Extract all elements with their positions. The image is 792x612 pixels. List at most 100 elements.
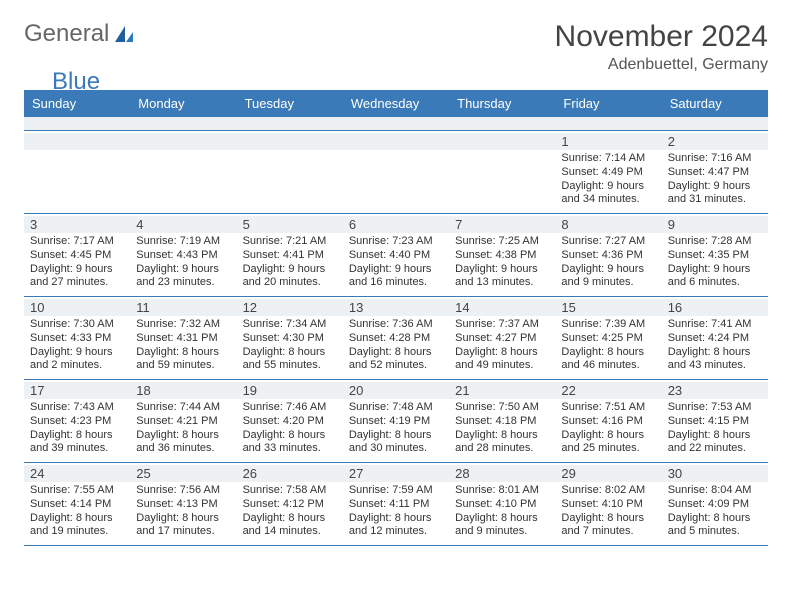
sail-icon: [113, 24, 135, 44]
sunrise-line: Sunrise: 7:16 AM: [668, 152, 762, 166]
sunrise-line: Sunrise: 7:51 AM: [561, 401, 655, 415]
sunset-line: Sunset: 4:18 PM: [455, 415, 549, 429]
day-number: 6: [343, 216, 449, 233]
day-cell: 11 Sunrise: 7:32 AMSunset: 4:31 PMDayligh…: [130, 297, 236, 379]
daylight-line: Daylight: 8 hours and 39 minutes.: [30, 429, 124, 457]
sunset-line: Sunset: 4:31 PM: [136, 332, 230, 346]
sunrise-line: Sunrise: 7:55 AM: [30, 484, 124, 498]
day-cell: [343, 131, 449, 213]
sunset-line: Sunset: 4:11 PM: [349, 498, 443, 512]
day-number: 17: [24, 382, 130, 399]
day-cell: 4Sunrise: 7:19 AMSunset: 4:43 PMDaylight…: [130, 214, 236, 296]
day-cell: 12Sunrise: 7:34 AMSunset: 4:30 PMDayligh…: [237, 297, 343, 379]
sunrise-line: Sunrise: 7:53 AM: [668, 401, 762, 415]
sunset-line: Sunset: 4:14 PM: [30, 498, 124, 512]
day-number: 4: [130, 216, 236, 233]
week-row: 17Sunrise: 7:43 AMSunset: 4:23 PMDayligh…: [24, 380, 768, 463]
day-cell: 29Sunrise: 8:02 AMSunset: 4:10 PMDayligh…: [555, 463, 661, 545]
month-title: November 2024: [555, 20, 768, 54]
sunset-line: Sunset: 4:33 PM: [30, 332, 124, 346]
day-cell: 28Sunrise: 8:01 AMSunset: 4:10 PMDayligh…: [449, 463, 555, 545]
day-cell: 30Sunrise: 8:04 AMSunset: 4:09 PMDayligh…: [662, 463, 768, 545]
sunset-line: Sunset: 4:12 PM: [243, 498, 337, 512]
daylight-line: Daylight: 8 hours and 43 minutes.: [668, 346, 762, 374]
sunset-line: Sunset: 4:45 PM: [30, 249, 124, 263]
sunset-line: Sunset: 4:28 PM: [349, 332, 443, 346]
day-number: 11: [130, 299, 236, 316]
sunset-line: Sunset: 4:40 PM: [349, 249, 443, 263]
day-cell: 24Sunrise: 7:55 AMSunset: 4:14 PMDayligh…: [24, 463, 130, 545]
day-number: [343, 133, 449, 150]
day-number: 14: [449, 299, 555, 316]
day-number: 7: [449, 216, 555, 233]
sunset-line: Sunset: 4:24 PM: [668, 332, 762, 346]
sunset-line: Sunset: 4:27 PM: [455, 332, 549, 346]
sunset-line: Sunset: 4:09 PM: [668, 498, 762, 512]
week-row: 3Sunrise: 7:17 AMSunset: 4:45 PMDaylight…: [24, 214, 768, 297]
day-number: 30: [662, 465, 768, 482]
sunset-line: Sunset: 4:25 PM: [561, 332, 655, 346]
sunrise-line: Sunrise: 7:27 AM: [561, 235, 655, 249]
logo-text-blue: Blue: [52, 68, 100, 96]
daylight-line: Daylight: 8 hours and 33 minutes.: [243, 429, 337, 457]
day-cell: 8Sunrise: 7:27 AMSunset: 4:36 PMDaylight…: [555, 214, 661, 296]
sunrise-line: Sunrise: 7:17 AM: [30, 235, 124, 249]
day-number: 24: [24, 465, 130, 482]
sunset-line: Sunset: 4:16 PM: [561, 415, 655, 429]
day-cell: 15Sunrise: 7:39 AMSunset: 4:25 PMDayligh…: [555, 297, 661, 379]
title-block: November 2024 Adenbuettel, Germany: [555, 20, 768, 74]
daylight-line: Daylight: 9 hours and 27 minutes.: [30, 263, 124, 291]
day-number: 12: [237, 299, 343, 316]
day-cell: 16 Sunrise: 7:41 AMSunset: 4:24 PMDayligh…: [662, 297, 768, 379]
day-cell: 5Sunrise: 7:21 AMSunset: 4:41 PMDaylight…: [237, 214, 343, 296]
sunrise-line: Sunrise: 7:34 AM: [243, 318, 337, 332]
day-number: 10: [24, 299, 130, 316]
day-cell: 27Sunrise: 7:59 AMSunset: 4:11 PMDayligh…: [343, 463, 449, 545]
sunset-line: Sunset: 4:21 PM: [136, 415, 230, 429]
sunrise-line: Sunrise: 7:36 AM: [349, 318, 443, 332]
day-number: 3: [24, 216, 130, 233]
sunrise-line: Sunrise: 7:46 AM: [243, 401, 337, 415]
sunrise-line: Sunrise: 7:56 AM: [136, 484, 230, 498]
daylight-line: Daylight: 8 hours and 46 minutes.: [561, 346, 655, 374]
day-number: 25: [130, 465, 236, 482]
daylight-line: Daylight: 8 hours and 9 minutes.: [455, 512, 549, 540]
day-cell: 19Sunrise: 7:46 AMSunset: 4:20 PMDayligh…: [237, 380, 343, 462]
daylight-line: Daylight: 9 hours and 6 minutes.: [668, 263, 762, 291]
day-cell: 9Sunrise: 7:28 AMSunset: 4:35 PMDaylight…: [662, 214, 768, 296]
day-number: 2: [662, 133, 768, 150]
daylight-line: Daylight: 8 hours and 52 minutes.: [349, 346, 443, 374]
day-cell: 17Sunrise: 7:43 AMSunset: 4:23 PMDayligh…: [24, 380, 130, 462]
sunrise-line: Sunrise: 7:41 AM: [668, 318, 762, 332]
daylight-line: Daylight: 8 hours and 14 minutes.: [243, 512, 337, 540]
day-number: 19: [237, 382, 343, 399]
day-number: 28: [449, 465, 555, 482]
sunset-line: Sunset: 4:10 PM: [561, 498, 655, 512]
day-cell: [130, 131, 236, 213]
daylight-line: Daylight: 8 hours and 30 minutes.: [349, 429, 443, 457]
sunrise-line: Sunrise: 7:32 AM: [136, 318, 230, 332]
daylight-line: Daylight: 9 hours and 34 minutes.: [561, 180, 655, 208]
day-cell: 26Sunrise: 7:58 AMSunset: 4:12 PMDayligh…: [237, 463, 343, 545]
day-cell: [24, 131, 130, 213]
daylight-line: Daylight: 9 hours and 23 minutes.: [136, 263, 230, 291]
daylight-line: Daylight: 8 hours and 28 minutes.: [455, 429, 549, 457]
day-header-friday: Friday: [555, 90, 661, 117]
daylight-line: Daylight: 9 hours and 20 minutes.: [243, 263, 337, 291]
day-cell: [449, 131, 555, 213]
sunset-line: Sunset: 4:43 PM: [136, 249, 230, 263]
day-number: 26: [237, 465, 343, 482]
day-number: [24, 133, 130, 150]
sunset-line: Sunset: 4:35 PM: [668, 249, 762, 263]
sunrise-line: Sunrise: 7:28 AM: [668, 235, 762, 249]
daylight-line: Daylight: 8 hours and 59 minutes.: [136, 346, 230, 374]
day-number: [130, 133, 236, 150]
day-cell: 2Sunrise: 7:16 AMSunset: 4:47 PMDaylight…: [662, 131, 768, 213]
daylight-line: Daylight: 8 hours and 17 minutes.: [136, 512, 230, 540]
day-number: 16: [662, 299, 768, 316]
sunset-line: Sunset: 4:36 PM: [561, 249, 655, 263]
sunrise-line: Sunrise: 7:59 AM: [349, 484, 443, 498]
day-cell: 3 Sunrise: 7:17 AMSunset: 4:45 PMDaylight…: [24, 214, 130, 296]
daylight-line: Daylight: 8 hours and 25 minutes.: [561, 429, 655, 457]
sunrise-line: Sunrise: 7:48 AM: [349, 401, 443, 415]
